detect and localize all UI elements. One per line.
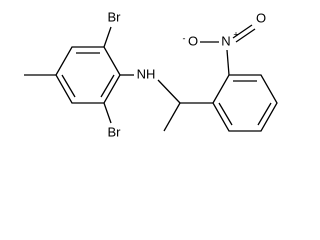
double-bond bbox=[61, 74, 76, 98]
n-bond bbox=[157, 79, 181, 104]
nitro-bond bbox=[226, 49, 230, 76]
atom-label: Br bbox=[108, 9, 122, 24]
atom-label: NH bbox=[137, 66, 156, 81]
br-bond bbox=[103, 102, 112, 124]
atom-label: O bbox=[256, 10, 266, 25]
methyl-bond bbox=[163, 102, 181, 132]
atom-charge: + bbox=[233, 29, 238, 39]
br-bond bbox=[103, 26, 112, 48]
right-ring bbox=[212, 74, 278, 132]
left-ring bbox=[55, 46, 121, 104]
double-bond bbox=[218, 102, 233, 126]
double-bond bbox=[100, 74, 115, 98]
molecule-diagram: Br Br NH N + O O - bbox=[24, 9, 278, 139]
atom-label: N bbox=[221, 33, 230, 48]
atom-label: Br bbox=[108, 124, 122, 139]
atom-charge: - bbox=[183, 33, 186, 43]
nitro-double-bond bbox=[232, 24, 253, 39]
atom-label: O bbox=[188, 33, 198, 48]
bonds bbox=[24, 24, 278, 132]
double-bond bbox=[257, 102, 272, 126]
nitro-double-bond bbox=[235, 28, 256, 43]
